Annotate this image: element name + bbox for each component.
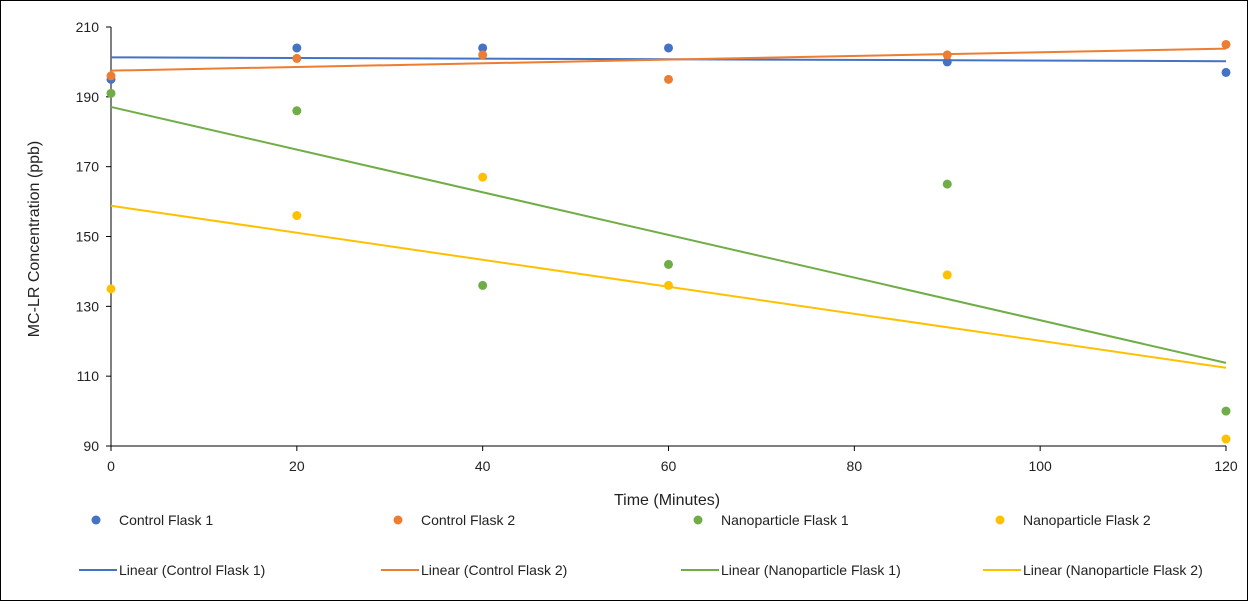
x-tick-label: 0 [107, 458, 115, 474]
trendline [110, 47, 1227, 72]
legend-label: Linear (Nanoparticle Flask 2) [1023, 562, 1203, 578]
legend-label: Control Flask 2 [421, 512, 515, 528]
y-tick-label: 150 [76, 229, 100, 245]
legend-label: Linear (Control Flask 1) [119, 562, 265, 578]
data-points [106, 39, 1231, 444]
x-axis-label: Time (Minutes) [614, 492, 720, 509]
legend-label: Control Flask 1 [119, 512, 213, 528]
x-tick-label: 40 [475, 458, 491, 474]
legend-marker [91, 515, 101, 525]
legend-marker [995, 515, 1005, 525]
legend-label: Linear (Control Flask 2) [421, 562, 567, 578]
legend-label: Nanoparticle Flask 2 [1023, 512, 1151, 528]
data-point [664, 259, 673, 269]
legend: Control Flask 1 Control Flask 2 Nanopartic… [79, 512, 1203, 578]
y-tick-label: 110 [77, 368, 100, 384]
data-point [1221, 67, 1231, 77]
data-point [478, 43, 488, 53]
data-point [292, 106, 302, 116]
y-tick-label: 170 [76, 159, 100, 175]
x-tick-label: 120 [1214, 458, 1238, 474]
data-point [664, 280, 673, 290]
data-point [106, 284, 116, 294]
data-point [478, 280, 488, 290]
x-tick-label: 20 [289, 458, 305, 474]
data-point [1221, 39, 1231, 49]
trendline [110, 105, 1227, 364]
x-tick-label: 60 [661, 458, 677, 474]
legend-marker [393, 515, 403, 525]
data-point [942, 270, 952, 280]
y-tick-label: 90 [83, 438, 99, 454]
data-point [292, 43, 302, 53]
axes: 90 110 130 150 170 190 210 0 20 40 60 80 100 120 [76, 19, 1238, 474]
legend-label: Nanoparticle Flask 1 [721, 512, 849, 528]
data-point [942, 50, 952, 60]
x-tick-label: 80 [847, 458, 863, 474]
y-tick-label: 210 [76, 19, 100, 35]
y-axis-label: MC-LR Concentration (ppb) [26, 141, 43, 338]
data-point [942, 57, 952, 67]
data-point [1221, 434, 1231, 444]
data-point [1221, 406, 1231, 416]
y-tick-label: 130 [76, 298, 100, 314]
data-point [106, 71, 116, 81]
data-point [106, 88, 116, 98]
data-point [292, 53, 302, 63]
legend-label: Linear (Nanoparticle Flask 1) [721, 562, 901, 578]
data-point [292, 211, 302, 221]
data-point [478, 172, 488, 182]
trendlines [110, 47, 1227, 369]
y-tick-label: 190 [76, 89, 100, 105]
x-tick-label: 100 [1028, 458, 1052, 474]
data-point [664, 74, 673, 84]
legend-marker [693, 515, 703, 525]
data-point [942, 179, 952, 189]
data-point [664, 43, 673, 53]
data-point [478, 50, 488, 60]
